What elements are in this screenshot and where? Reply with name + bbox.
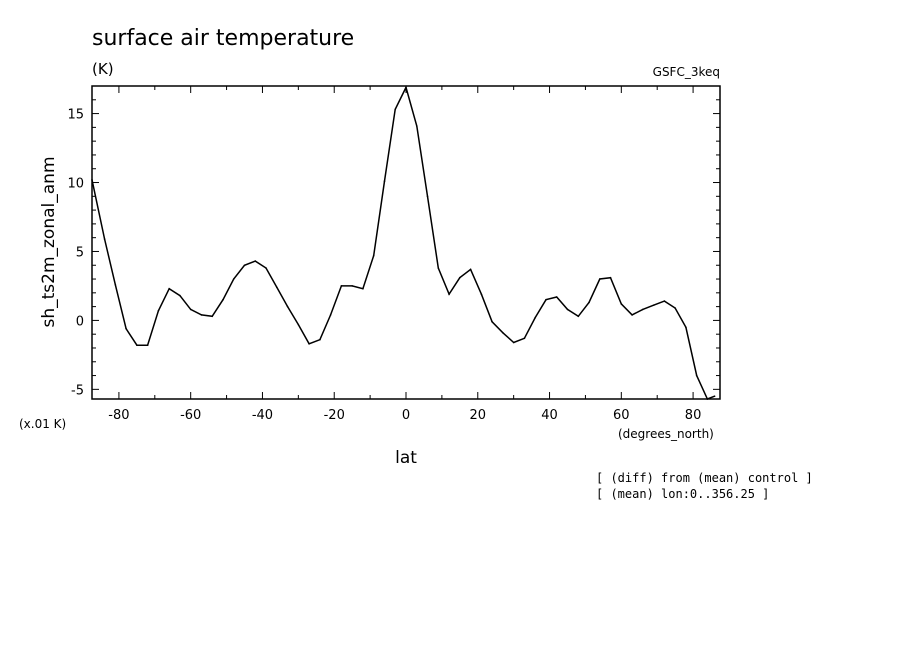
data-point xyxy=(566,308,569,311)
data-point xyxy=(362,287,364,290)
data-point xyxy=(286,305,289,308)
chart-title: surface air temperature xyxy=(92,26,354,51)
x-axis: -80 -60 -40 -20 0 20 40 60 80 xyxy=(108,86,701,423)
data-point xyxy=(491,321,493,323)
data-point xyxy=(114,283,117,286)
data-point xyxy=(179,294,181,297)
data-point xyxy=(243,264,246,267)
data-point xyxy=(168,287,170,290)
x-tick-label: -40 xyxy=(252,408,273,423)
data-point xyxy=(340,285,343,287)
plot-frame xyxy=(91,85,721,400)
data-point xyxy=(459,276,461,279)
data-point xyxy=(609,276,612,279)
data-point xyxy=(502,332,504,334)
data-point xyxy=(276,286,278,289)
y-tick-label: 5 xyxy=(76,245,84,260)
data-point xyxy=(642,308,644,311)
y-tick-label: 15 xyxy=(67,108,84,123)
data-point xyxy=(157,310,160,312)
data-point xyxy=(713,395,716,398)
data-point xyxy=(577,315,580,318)
data-point xyxy=(329,314,332,316)
data-point xyxy=(146,344,149,347)
data-point xyxy=(222,298,224,301)
data-point xyxy=(448,293,450,296)
data-point xyxy=(383,180,386,182)
data-point xyxy=(706,398,709,400)
data-point xyxy=(265,267,267,269)
y-tick-label: 10 xyxy=(67,177,84,192)
note-line-2: [ (mean) lon:0..356.25 ] xyxy=(596,487,769,501)
data-point xyxy=(480,293,483,296)
data-point xyxy=(200,314,203,316)
units-label: (K) xyxy=(92,60,114,78)
data-point xyxy=(125,327,127,330)
series-line xyxy=(91,85,715,400)
data-point xyxy=(372,254,375,257)
note-line-1: [ (diff) from (mean) control ] xyxy=(596,471,813,485)
data-point xyxy=(189,308,192,311)
y-scale-note: (x.01 K) xyxy=(19,417,66,431)
y-axis-label: sh_ts2m_zonal_anm xyxy=(39,156,59,327)
data-point xyxy=(308,343,310,345)
data-point xyxy=(545,298,547,301)
data-point xyxy=(652,304,655,307)
data-point xyxy=(232,278,235,280)
x-tick-label: 0 xyxy=(402,408,410,423)
x-tick-label: -20 xyxy=(324,408,345,423)
data-points xyxy=(91,86,716,400)
data-point xyxy=(136,344,138,347)
data-point xyxy=(405,86,407,89)
data-point xyxy=(631,314,633,316)
data-point xyxy=(297,323,300,326)
data-point xyxy=(416,125,418,127)
data-point xyxy=(588,301,590,304)
data-point xyxy=(319,338,321,341)
data-point xyxy=(555,296,558,298)
x-tick-label: 40 xyxy=(541,408,558,423)
data-point xyxy=(620,303,623,305)
data-point xyxy=(103,238,106,240)
x-tick-label: -60 xyxy=(180,408,201,423)
data-point xyxy=(695,374,698,377)
data-point xyxy=(599,278,601,280)
data-point xyxy=(674,307,676,309)
data-point xyxy=(512,341,515,344)
y-tick-label: 0 xyxy=(76,314,84,329)
data-point xyxy=(426,195,429,198)
data-point xyxy=(91,179,93,181)
data-point xyxy=(523,337,526,340)
x-axis-label: lat xyxy=(395,448,417,468)
data-point xyxy=(437,267,440,269)
data-point xyxy=(351,285,354,287)
data-point xyxy=(254,260,257,262)
y-tick-label: -5 xyxy=(71,383,84,398)
model-label: GSFC_3keq xyxy=(653,65,720,79)
data-point xyxy=(211,315,213,318)
x-tick-label: 20 xyxy=(469,408,486,423)
data-point xyxy=(469,268,472,271)
data-point xyxy=(394,108,397,111)
data-point xyxy=(685,326,687,329)
y-axis: -5 0 5 10 15 xyxy=(67,99,720,398)
data-point xyxy=(663,300,666,302)
x-tick-label: 80 xyxy=(685,408,702,423)
x-tick-label: 60 xyxy=(613,408,630,423)
x-units-label: (degrees_north) xyxy=(618,427,714,441)
x-tick-label: -80 xyxy=(108,408,129,423)
data-point xyxy=(534,316,536,319)
